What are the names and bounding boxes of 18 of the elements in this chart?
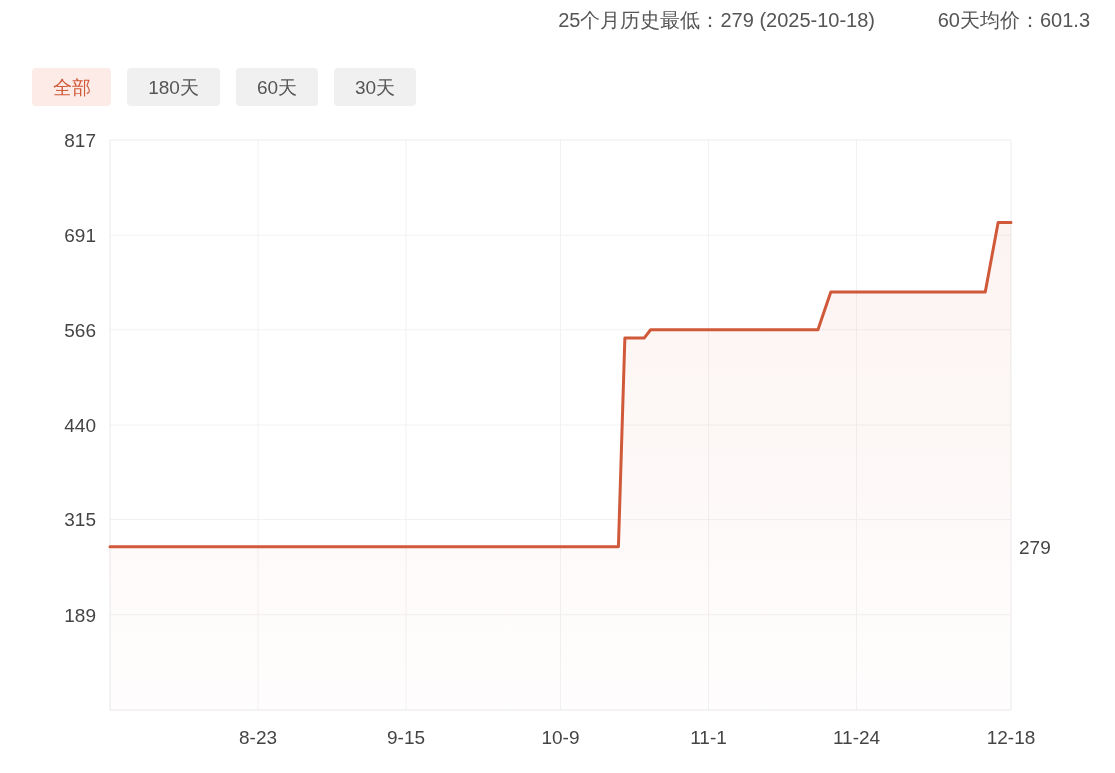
header: 25个月历史最低：279 (2025-10-18) 60天均价：601.3 [558, 9, 1090, 31]
button: 全部 [32, 68, 111, 106]
x-tick-label: 8-23 [239, 727, 278, 748]
y-tick-label: 691 [64, 225, 96, 247]
x-tick-label: 11-24 [832, 727, 881, 748]
annotation: 279 [1019, 536, 1051, 558]
x-tick-label: 9-15 [387, 727, 426, 748]
button: 30天 [334, 68, 416, 106]
button: 180天 [127, 68, 220, 106]
y-tick-label: 440 [64, 415, 96, 436]
y-tick-label: 189 [64, 604, 96, 626]
x-tick-label: 12-18 [986, 727, 1036, 748]
y-tick-label: 315 [64, 509, 96, 531]
y-tick-label: 817 [64, 130, 96, 151]
x-tick-label: 10-9 [541, 727, 580, 748]
y-tick-label: 566 [64, 319, 96, 341]
x-tick-label: 11-1 [690, 727, 727, 748]
button: 60天 [236, 68, 318, 106]
